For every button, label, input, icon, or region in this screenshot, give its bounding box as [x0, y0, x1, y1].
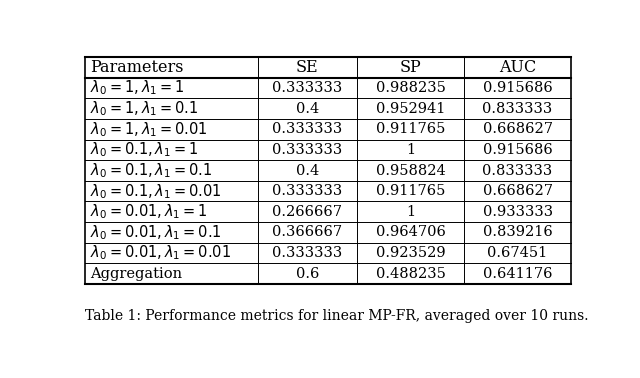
Text: 0.333333: 0.333333 — [272, 246, 342, 260]
Text: 0.952941: 0.952941 — [376, 102, 445, 116]
Text: Parameters: Parameters — [90, 59, 184, 76]
Text: 0.488235: 0.488235 — [376, 267, 445, 281]
Text: 0.839216: 0.839216 — [483, 225, 552, 239]
Text: 0.67451: 0.67451 — [488, 246, 548, 260]
Text: 0.911765: 0.911765 — [376, 184, 445, 198]
Text: 1: 1 — [406, 205, 415, 219]
Text: Table 1: Performance metrics for linear MP-FR, averaged over 10 runs.: Table 1: Performance metrics for linear … — [85, 309, 588, 323]
Text: SE: SE — [296, 59, 319, 76]
Text: $\lambda_0 = 0.01, \lambda_1 = 1$: $\lambda_0 = 0.01, \lambda_1 = 1$ — [90, 203, 207, 221]
Text: $\lambda_0 = 1, \lambda_1 = 1$: $\lambda_0 = 1, \lambda_1 = 1$ — [90, 79, 184, 97]
Text: SP: SP — [400, 59, 422, 76]
Text: 0.668627: 0.668627 — [483, 122, 552, 136]
Text: $\lambda_0 = 0.1, \lambda_1 = 0.1$: $\lambda_0 = 0.1, \lambda_1 = 0.1$ — [90, 161, 212, 180]
Text: 0.958824: 0.958824 — [376, 164, 445, 178]
Text: Aggregation: Aggregation — [90, 267, 182, 281]
Text: 0.915686: 0.915686 — [483, 143, 552, 157]
Text: 0.964706: 0.964706 — [376, 225, 445, 239]
Text: $\lambda_0 = 1, \lambda_1 = 0.01$: $\lambda_0 = 1, \lambda_1 = 0.01$ — [90, 120, 207, 139]
Text: 0.333333: 0.333333 — [272, 184, 342, 198]
Text: 0.333333: 0.333333 — [272, 122, 342, 136]
Text: 0.988235: 0.988235 — [376, 81, 445, 95]
Text: $\lambda_0 = 0.1, \lambda_1 = 0.01$: $\lambda_0 = 0.1, \lambda_1 = 0.01$ — [90, 182, 221, 200]
Text: $\lambda_0 = 0.01, \lambda_1 = 0.1$: $\lambda_0 = 0.01, \lambda_1 = 0.1$ — [90, 223, 221, 242]
Text: 0.4: 0.4 — [296, 102, 319, 116]
Text: $\lambda_0 = 0.1, \lambda_1 = 1$: $\lambda_0 = 0.1, \lambda_1 = 1$ — [90, 141, 198, 159]
Text: $\lambda_0 = 0.01, \lambda_1 = 0.01$: $\lambda_0 = 0.01, \lambda_1 = 0.01$ — [90, 244, 231, 262]
Text: 0.366667: 0.366667 — [272, 225, 342, 239]
Text: 0.333333: 0.333333 — [272, 81, 342, 95]
Text: 0.6: 0.6 — [296, 267, 319, 281]
Text: 0.923529: 0.923529 — [376, 246, 445, 260]
Text: 0.266667: 0.266667 — [273, 205, 342, 219]
Text: AUC: AUC — [499, 59, 536, 76]
Text: 0.668627: 0.668627 — [483, 184, 552, 198]
Text: 0.333333: 0.333333 — [272, 143, 342, 157]
Text: 0.911765: 0.911765 — [376, 122, 445, 136]
Text: 0.933333: 0.933333 — [483, 205, 552, 219]
Text: 1: 1 — [406, 143, 415, 157]
Text: 0.833333: 0.833333 — [483, 102, 553, 116]
Text: 0.4: 0.4 — [296, 164, 319, 178]
Text: 0.641176: 0.641176 — [483, 267, 552, 281]
Text: 0.915686: 0.915686 — [483, 81, 552, 95]
Text: 0.833333: 0.833333 — [483, 164, 553, 178]
Text: $\lambda_0 = 1, \lambda_1 = 0.1$: $\lambda_0 = 1, \lambda_1 = 0.1$ — [90, 99, 198, 118]
